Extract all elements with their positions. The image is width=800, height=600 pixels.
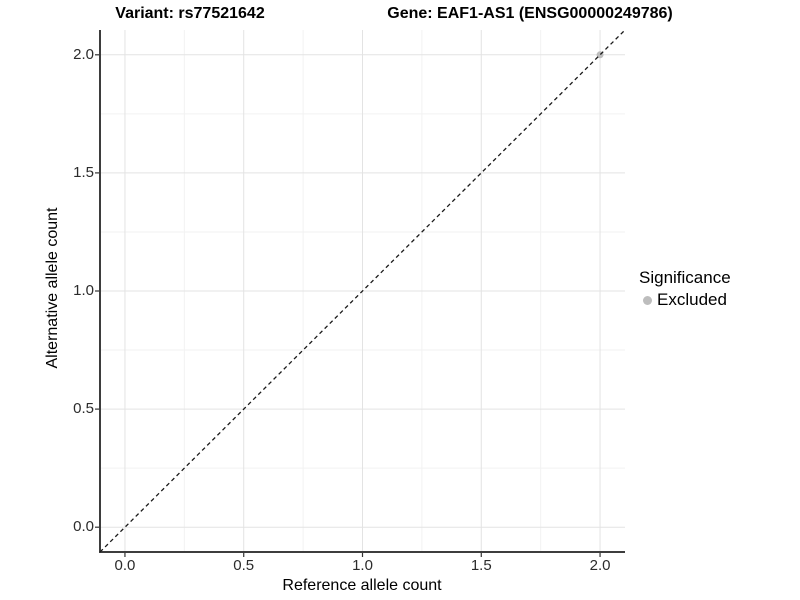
plot-title-gene: Gene: EAF1-AS1 (ENSG00000249786) xyxy=(387,5,673,22)
legend-title: Significance xyxy=(639,268,731,287)
circle-marker-icon xyxy=(643,295,652,305)
identity-reference-line xyxy=(99,29,626,553)
x-tick-label: 2.0 xyxy=(589,557,611,574)
y-axis-title: Alternative allele count xyxy=(44,207,61,369)
legend-item-label: Excluded xyxy=(657,290,727,309)
x-tick-label: 1.0 xyxy=(352,557,373,574)
plot-title-variant: Variant: rs77521642 xyxy=(115,5,265,22)
legend-item-excluded: Excluded xyxy=(639,290,731,310)
x-tick-label: 0.5 xyxy=(233,557,255,574)
x-axis-title: Reference allele count xyxy=(282,577,442,594)
y-tick-label: 0.0 xyxy=(73,518,94,536)
y-tick-label: 0.5 xyxy=(73,400,94,418)
x-tick-label: 1.5 xyxy=(470,557,492,574)
y-tick-label: 2.0 xyxy=(73,45,94,63)
y-tick-label: 1.0 xyxy=(73,282,94,299)
x-tick-label: 0.0 xyxy=(114,557,136,574)
y-tick-label: 1.5 xyxy=(73,163,94,181)
legend: Significance Excluded xyxy=(639,268,731,310)
